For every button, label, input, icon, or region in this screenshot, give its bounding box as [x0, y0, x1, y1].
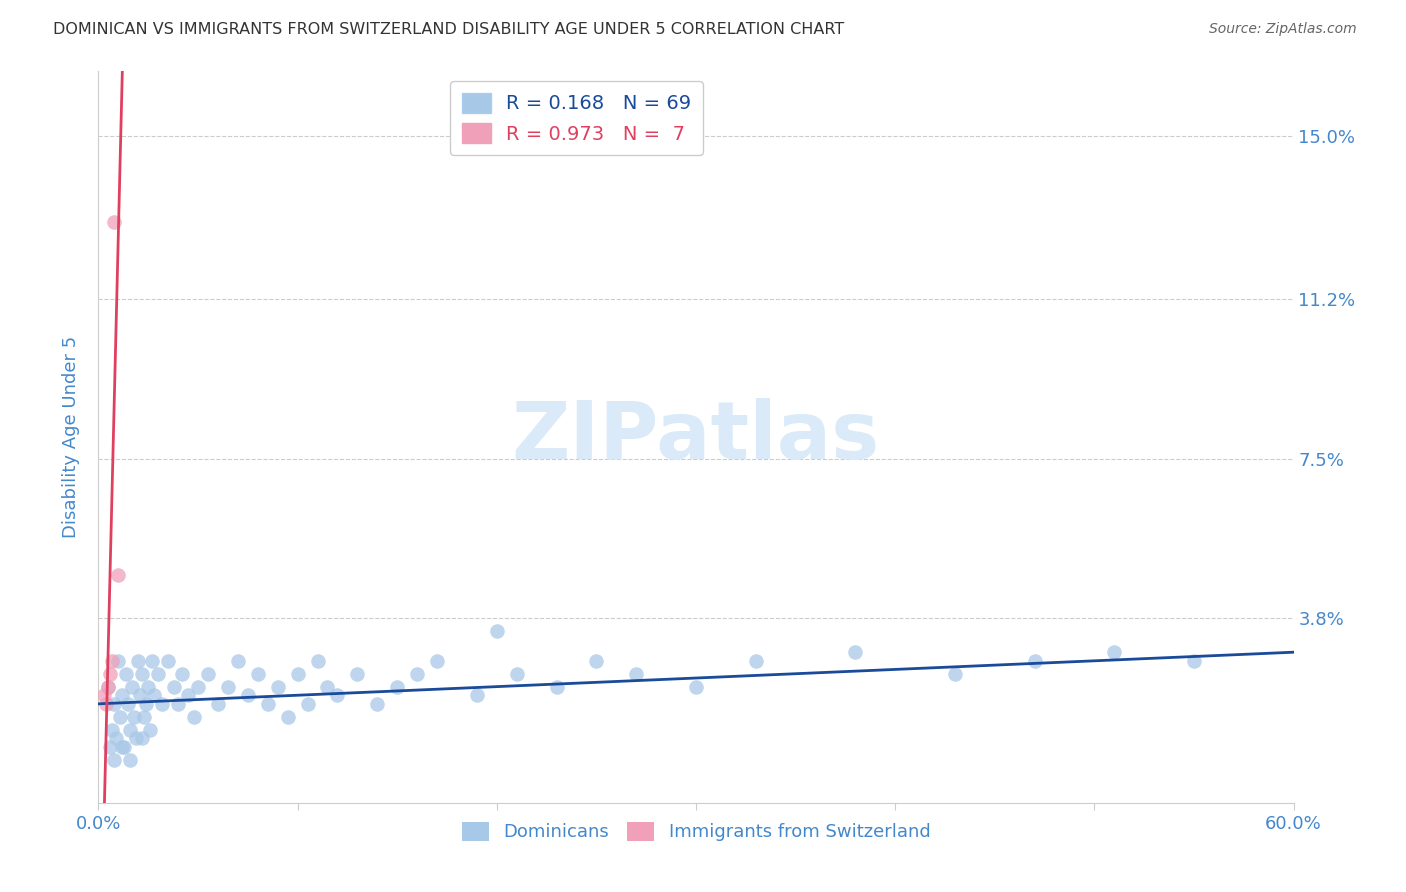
Point [97, 680, 120, 694]
Point [107, 654, 129, 668]
Point [1024, 654, 1046, 668]
Point [1104, 645, 1126, 659]
Point [115, 666, 138, 681]
Point [236, 688, 259, 702]
Point [426, 654, 449, 668]
Point [316, 680, 339, 694]
Point [844, 645, 866, 659]
Point [131, 731, 153, 746]
Point [105, 731, 128, 746]
Point [167, 697, 190, 711]
Point [406, 666, 429, 681]
Point [745, 654, 768, 668]
Point [546, 680, 568, 694]
Point [112, 739, 135, 754]
Point [131, 666, 153, 681]
Point [307, 654, 329, 668]
Point [97, 680, 120, 694]
Point [506, 666, 529, 681]
Point [287, 666, 309, 681]
Point [143, 688, 166, 702]
Point [148, 666, 170, 681]
Point [98, 666, 122, 681]
Point [187, 680, 209, 694]
Point [120, 753, 142, 767]
Point [172, 666, 194, 681]
Point [96, 697, 118, 711]
Point [366, 697, 388, 711]
Point [246, 666, 269, 681]
Point [585, 654, 607, 668]
Point [111, 688, 134, 702]
Point [256, 697, 278, 711]
Point [207, 697, 229, 711]
Point [98, 739, 122, 754]
Point [111, 739, 134, 754]
Point [103, 753, 125, 767]
Point [150, 697, 173, 711]
Point [93, 688, 115, 702]
Point [346, 666, 368, 681]
Point [141, 654, 163, 668]
Point [157, 654, 180, 668]
Text: ZIPatlas: ZIPatlas [512, 398, 880, 476]
Point [120, 723, 142, 737]
Point [107, 567, 129, 582]
Point [101, 723, 124, 737]
Point [485, 624, 508, 638]
Point [626, 666, 648, 681]
Point [127, 654, 149, 668]
Point [267, 680, 290, 694]
Point [134, 710, 156, 724]
Point [217, 680, 239, 694]
Point [226, 654, 249, 668]
Y-axis label: Disability Age Under 5: Disability Age Under 5 [62, 336, 80, 538]
Text: DOMINICAN VS IMMIGRANTS FROM SWITZERLAND DISABILITY AGE UNDER 5 CORRELATION CHAR: DOMINICAN VS IMMIGRANTS FROM SWITZERLAND… [53, 22, 845, 37]
Point [943, 666, 966, 681]
Point [121, 680, 143, 694]
Point [183, 710, 205, 724]
Point [117, 697, 139, 711]
Point [110, 710, 132, 724]
Point [101, 654, 124, 668]
Point [297, 697, 319, 711]
Point [197, 666, 219, 681]
Point [103, 697, 125, 711]
Point [124, 710, 146, 724]
Point [177, 688, 200, 702]
Point [685, 680, 707, 694]
Point [163, 680, 186, 694]
Point [465, 688, 488, 702]
Point [129, 688, 152, 702]
Legend: Dominicans, Immigrants from Switzerland: Dominicans, Immigrants from Switzerland [454, 814, 938, 848]
Point [136, 680, 159, 694]
Point [125, 731, 148, 746]
Point [326, 688, 349, 702]
Point [139, 723, 162, 737]
Point [1182, 654, 1205, 668]
Point [135, 697, 157, 711]
Point [277, 710, 299, 724]
Point [385, 680, 409, 694]
Point [103, 215, 125, 229]
Text: Source: ZipAtlas.com: Source: ZipAtlas.com [1209, 22, 1357, 37]
